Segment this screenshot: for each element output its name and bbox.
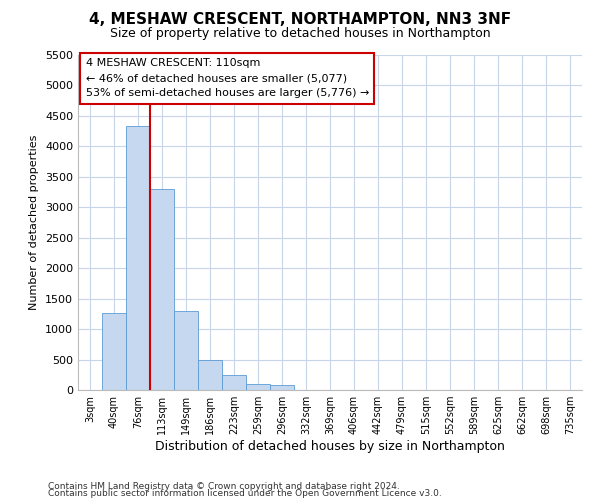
Bar [246, 384, 270, 390]
Bar [198, 360, 222, 390]
Bar [270, 386, 294, 390]
Text: Size of property relative to detached houses in Northampton: Size of property relative to detached ho… [110, 28, 490, 40]
Text: 4, MESHAW CRESCENT, NORTHAMPTON, NN3 3NF: 4, MESHAW CRESCENT, NORTHAMPTON, NN3 3NF [89, 12, 511, 28]
Y-axis label: Number of detached properties: Number of detached properties [29, 135, 40, 310]
Bar [126, 126, 150, 390]
Text: 4 MESHAW CRESCENT: 110sqm
← 46% of detached houses are smaller (5,077)
53% of se: 4 MESHAW CRESCENT: 110sqm ← 46% of detac… [86, 58, 369, 98]
Bar [102, 312, 126, 390]
Text: Contains HM Land Registry data © Crown copyright and database right 2024.: Contains HM Land Registry data © Crown c… [48, 482, 400, 491]
Bar [174, 312, 198, 390]
X-axis label: Distribution of detached houses by size in Northampton: Distribution of detached houses by size … [155, 440, 505, 453]
Bar [222, 376, 246, 390]
Bar [150, 189, 174, 390]
Text: Contains public sector information licensed under the Open Government Licence v3: Contains public sector information licen… [48, 490, 442, 498]
